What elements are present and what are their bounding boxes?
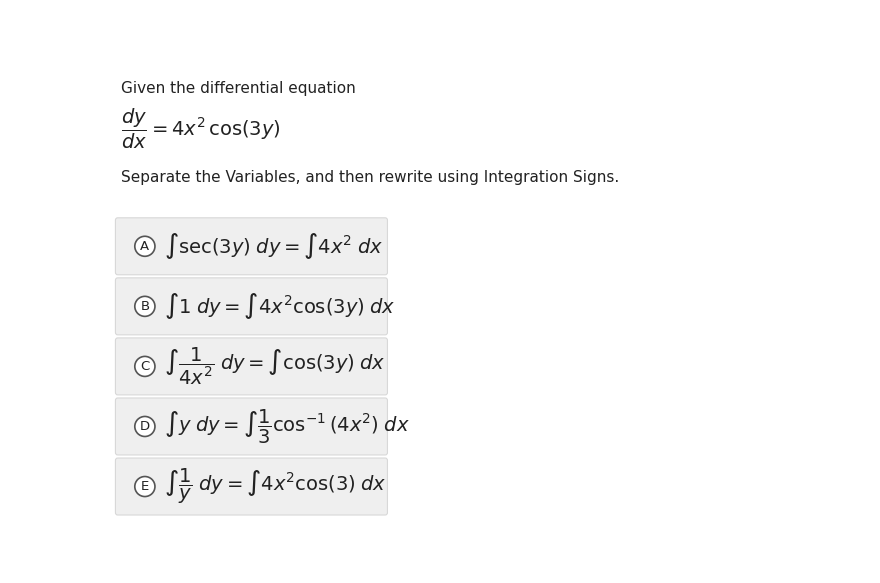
Text: Separate the Variables, and then rewrite using Integration Signs.: Separate the Variables, and then rewrite… xyxy=(121,170,620,185)
Circle shape xyxy=(135,476,155,497)
FancyBboxPatch shape xyxy=(115,278,387,335)
Text: $\int \dfrac{1}{4x^2} \; dy = \int \cos(3y) \; dx$: $\int \dfrac{1}{4x^2} \; dy = \int \cos(… xyxy=(165,346,386,387)
Circle shape xyxy=(135,416,155,437)
Circle shape xyxy=(135,296,155,317)
Text: Given the differential equation: Given the differential equation xyxy=(121,80,356,96)
Text: C: C xyxy=(140,360,150,373)
FancyBboxPatch shape xyxy=(115,218,387,275)
FancyBboxPatch shape xyxy=(115,458,387,515)
Text: $\int y \; dy = \int \dfrac{1}{3} \cos^{-1}(4x^2) \; dx$: $\int y \; dy = \int \dfrac{1}{3} \cos^{… xyxy=(165,408,410,445)
FancyBboxPatch shape xyxy=(115,338,387,395)
Text: $\int 1 \; dy = \int 4x^2 \cos(3y) \; dx$: $\int 1 \; dy = \int 4x^2 \cos(3y) \; dx… xyxy=(165,292,396,321)
Text: E: E xyxy=(141,480,149,493)
Text: $\int \sec(3y) \; dy = \int 4x^2 \; dx$: $\int \sec(3y) \; dy = \int 4x^2 \; dx$ xyxy=(165,231,384,261)
Text: D: D xyxy=(140,420,150,433)
FancyBboxPatch shape xyxy=(115,398,387,455)
Text: $\int \dfrac{1}{y} \; dy = \int 4x^2 \cos(3) \; dx$: $\int \dfrac{1}{y} \; dy = \int 4x^2 \co… xyxy=(165,467,387,506)
Text: A: A xyxy=(140,240,150,253)
Text: $\dfrac{dy}{dx} = 4x^2\,\cos(3y)$: $\dfrac{dy}{dx} = 4x^2\,\cos(3y)$ xyxy=(121,107,281,151)
Circle shape xyxy=(135,236,155,257)
Circle shape xyxy=(135,356,155,377)
Text: B: B xyxy=(140,300,150,313)
